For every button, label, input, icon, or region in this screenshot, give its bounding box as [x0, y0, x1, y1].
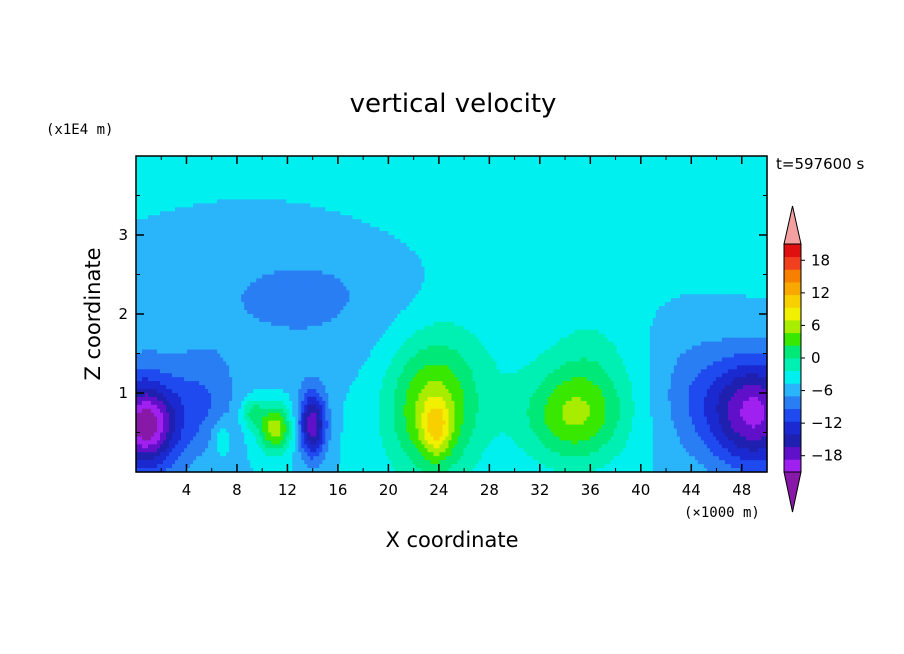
- time-label: t=597600 s: [776, 155, 864, 173]
- colorbar-segment: [784, 345, 801, 359]
- colorbar-segment: [784, 459, 801, 473]
- colorbar-segment: [784, 434, 801, 448]
- x-tick-label: 20: [379, 481, 398, 499]
- x-tick-label: 24: [429, 481, 448, 499]
- y-unit-label: (x1E4 m): [46, 122, 113, 138]
- contour-field: [136, 156, 768, 473]
- x-tick-label: 44: [682, 481, 701, 499]
- y-tick-label: 3: [118, 226, 128, 244]
- x-tick-label: 16: [328, 481, 347, 499]
- y-tick-label: 1: [118, 384, 128, 402]
- x-tick-label: 4: [182, 481, 192, 499]
- colorbar-tick-label: 0: [811, 349, 821, 367]
- colorbar-tick-label: 6: [811, 316, 821, 334]
- x-axis-label: X coordinate: [385, 528, 518, 552]
- colorbar-tick-label: 12: [811, 284, 830, 302]
- y-axis-ticks: 1 2 3: [118, 195, 767, 433]
- colorbar-segment: [784, 370, 801, 384]
- y-tick-label: 2: [118, 305, 128, 323]
- chart-title: vertical velocity: [350, 89, 557, 119]
- colorbar-tick-label: −6: [811, 382, 833, 400]
- colorbar-segment: [784, 307, 801, 321]
- colorbar-segment: [784, 396, 801, 410]
- colorbar-tick-label: −18: [811, 447, 843, 465]
- colorbar-segment: [784, 383, 801, 397]
- x-tick-label: 28: [480, 481, 499, 499]
- x-tick-label: 40: [631, 481, 650, 499]
- colorbar-segment: [784, 408, 801, 422]
- x-unit-label: (×1000 m): [684, 505, 760, 521]
- x-tick-label: 12: [278, 481, 297, 499]
- x-tick-label: 32: [530, 481, 549, 499]
- colorbar-segment: [784, 446, 801, 460]
- y-axis-label: Z coordinate: [81, 247, 105, 380]
- colorbar-tick-label: 18: [811, 251, 830, 269]
- colorbar: 18 12 6 0 −6 −12 −18: [783, 205, 843, 513]
- x-tick-label: 8: [232, 481, 242, 499]
- x-tick-label: 36: [581, 481, 600, 499]
- colorbar-segment: [784, 358, 801, 372]
- colorbar-tick-label: −12: [811, 414, 843, 432]
- colorbar-segment: [784, 332, 801, 346]
- colorbar-segment: [784, 282, 801, 296]
- x-axis-ticks: 4 8 12 16 20 24 28 32 36 40 44 48: [160, 156, 751, 499]
- colorbar-segment: [784, 320, 801, 334]
- colorbar-segment: [784, 269, 801, 283]
- x-tick-label: 48: [732, 481, 751, 499]
- colorbar-segment: [784, 421, 801, 435]
- colorbar-segment: [784, 244, 801, 258]
- colorbar-segment: [784, 256, 801, 270]
- colorbar-segment: [784, 294, 801, 308]
